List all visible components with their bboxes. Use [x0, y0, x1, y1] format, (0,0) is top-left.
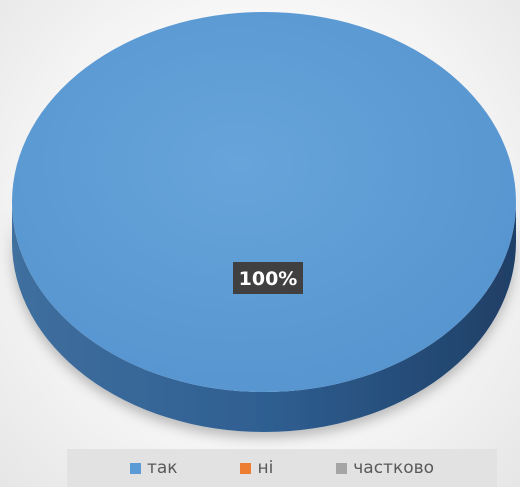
legend-label: так	[146, 458, 178, 478]
pie-slice-так	[12, 12, 516, 392]
data-label: 100%	[239, 268, 298, 290]
pie-slice-side	[12, 202, 516, 432]
legend-label: частково	[353, 458, 435, 478]
legend-swatch	[336, 462, 348, 474]
legend-swatch	[129, 462, 141, 474]
legend-swatch	[240, 462, 252, 474]
legend-entry-частково: частково	[336, 458, 434, 478]
legend: так ні частково	[67, 449, 497, 487]
legend-label: ні	[257, 458, 274, 478]
legend-entry-ні: ні	[240, 458, 273, 478]
legend-entry-так: так	[129, 458, 178, 478]
data-label-box	[233, 262, 303, 294]
